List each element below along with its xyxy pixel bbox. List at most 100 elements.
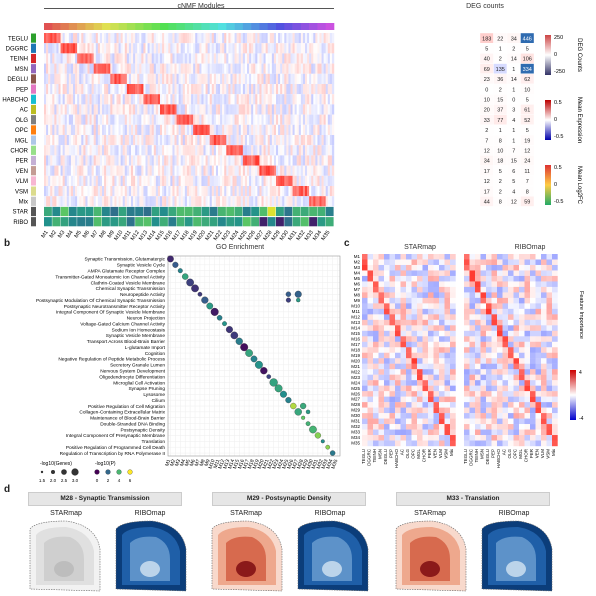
- feature-cell: [428, 281, 434, 288]
- heatmap-cell: [162, 104, 165, 115]
- heatmap-cell: [265, 124, 268, 135]
- heatmap-cell: [186, 104, 190, 115]
- heatmap-cell: [321, 135, 324, 146]
- heatmap-cell: [273, 104, 277, 115]
- heatmap-cell: [211, 175, 215, 186]
- log2fc-cell: [184, 217, 193, 227]
- heatmap-cell: [110, 73, 113, 84]
- log2fc-cell: [317, 206, 326, 217]
- heatmap-cell: [313, 94, 316, 105]
- feature-cell: [508, 254, 514, 260]
- feature-cell: [406, 358, 412, 364]
- feature-cell: [422, 380, 429, 386]
- feature-cell: [367, 385, 374, 392]
- feature-cell: [530, 319, 536, 326]
- heatmap-cell: [126, 175, 130, 186]
- heatmap-cell: [282, 73, 285, 84]
- go-term-label: Cilium: [152, 398, 165, 404]
- feature-cell: [464, 374, 470, 381]
- heatmap-cell: [255, 135, 258, 146]
- feature-cell: [535, 314, 542, 321]
- heatmap-cell: [313, 53, 316, 64]
- feature-cell: [486, 347, 492, 353]
- feature-cell: [411, 347, 418, 353]
- heatmap-cell: [110, 165, 113, 176]
- feature-cell: [491, 424, 498, 430]
- heatmap-cell: [85, 124, 88, 135]
- feature-cell: [469, 380, 476, 386]
- heatmap-cell: [302, 104, 306, 115]
- heatmap-cell: [143, 114, 146, 125]
- feature-cell: [519, 341, 525, 348]
- feature-cell: [444, 402, 451, 408]
- feature-cell: [362, 341, 368, 348]
- log2fc-cell: [242, 206, 251, 217]
- feature-cell: [464, 297, 470, 304]
- feature-cell: [406, 418, 412, 425]
- cell-type-label: PEP: [490, 449, 495, 458]
- feature-cell: [530, 341, 536, 348]
- heatmap-cell: [278, 84, 281, 95]
- feature-cell: [508, 440, 514, 447]
- feature-cell: [367, 407, 374, 414]
- feature-cell: [367, 396, 374, 403]
- feature-cell: [389, 413, 396, 419]
- feature-cell: [530, 435, 536, 441]
- heatmap-cell: [288, 135, 291, 146]
- heatmap-cell: [191, 94, 194, 105]
- feature-cell: [524, 391, 531, 397]
- heatmap-cell: [273, 155, 277, 166]
- heatmap-cell: [99, 186, 103, 197]
- row-color-chip: [31, 176, 36, 186]
- log2fc-cell: [60, 217, 69, 227]
- heatmap-cell: [271, 155, 275, 166]
- heatmap-cell: [124, 63, 128, 74]
- heatmap-cell: [249, 145, 252, 156]
- feature-cell: [530, 314, 536, 321]
- heatmap-cell: [168, 145, 171, 156]
- heatmap-cell: [83, 145, 86, 156]
- feature-cell: [422, 440, 429, 447]
- heatmap-cell: [93, 165, 96, 176]
- feature-cell: [444, 407, 451, 414]
- heatmap-cell: [166, 53, 169, 64]
- heatmap-cell: [255, 196, 258, 207]
- feature-cell: [464, 369, 470, 375]
- heatmap-cell: [197, 104, 200, 115]
- feature-cell: [389, 363, 396, 370]
- go-module-label: M4: [179, 458, 187, 467]
- heatmap-cell: [50, 53, 53, 64]
- heatmap-cell: [164, 186, 167, 197]
- heatmap-cell: [58, 94, 61, 105]
- heatmap-cell: [108, 33, 111, 44]
- module-tick-label: M3: [57, 230, 66, 240]
- feature-cell: [367, 358, 374, 364]
- heatmap-cell: [319, 196, 322, 207]
- feature-cell: [439, 281, 445, 288]
- feature-cell: [406, 259, 412, 266]
- heatmap-cell: [160, 43, 163, 54]
- feature-cell: [475, 440, 481, 447]
- heatmap-cell: [226, 63, 229, 74]
- heatmap-cell: [153, 43, 157, 54]
- deg-count-value: 4: [512, 118, 515, 124]
- heatmap-cell: [257, 124, 260, 135]
- feature-cell: [428, 435, 434, 441]
- feature-cell: [411, 413, 418, 419]
- heatmap-cell: [176, 186, 179, 197]
- heatmap-cell: [54, 53, 57, 64]
- heatmap-cell: [222, 73, 225, 84]
- heatmap-cell: [305, 53, 308, 64]
- feature-cell: [444, 264, 451, 271]
- heatmap-cell: [209, 104, 212, 115]
- heatmap-cell: [309, 94, 312, 105]
- heatmap-cell: [147, 43, 150, 54]
- heatmap-cell: [257, 73, 260, 84]
- feature-cell: [450, 292, 456, 299]
- feature-cell: [519, 391, 525, 397]
- heatmap-cell: [294, 84, 297, 95]
- heatmap-cell: [280, 33, 283, 44]
- feature-cell: [524, 380, 531, 386]
- heatmap-cell: [323, 33, 326, 44]
- heatmap-cell: [290, 186, 293, 197]
